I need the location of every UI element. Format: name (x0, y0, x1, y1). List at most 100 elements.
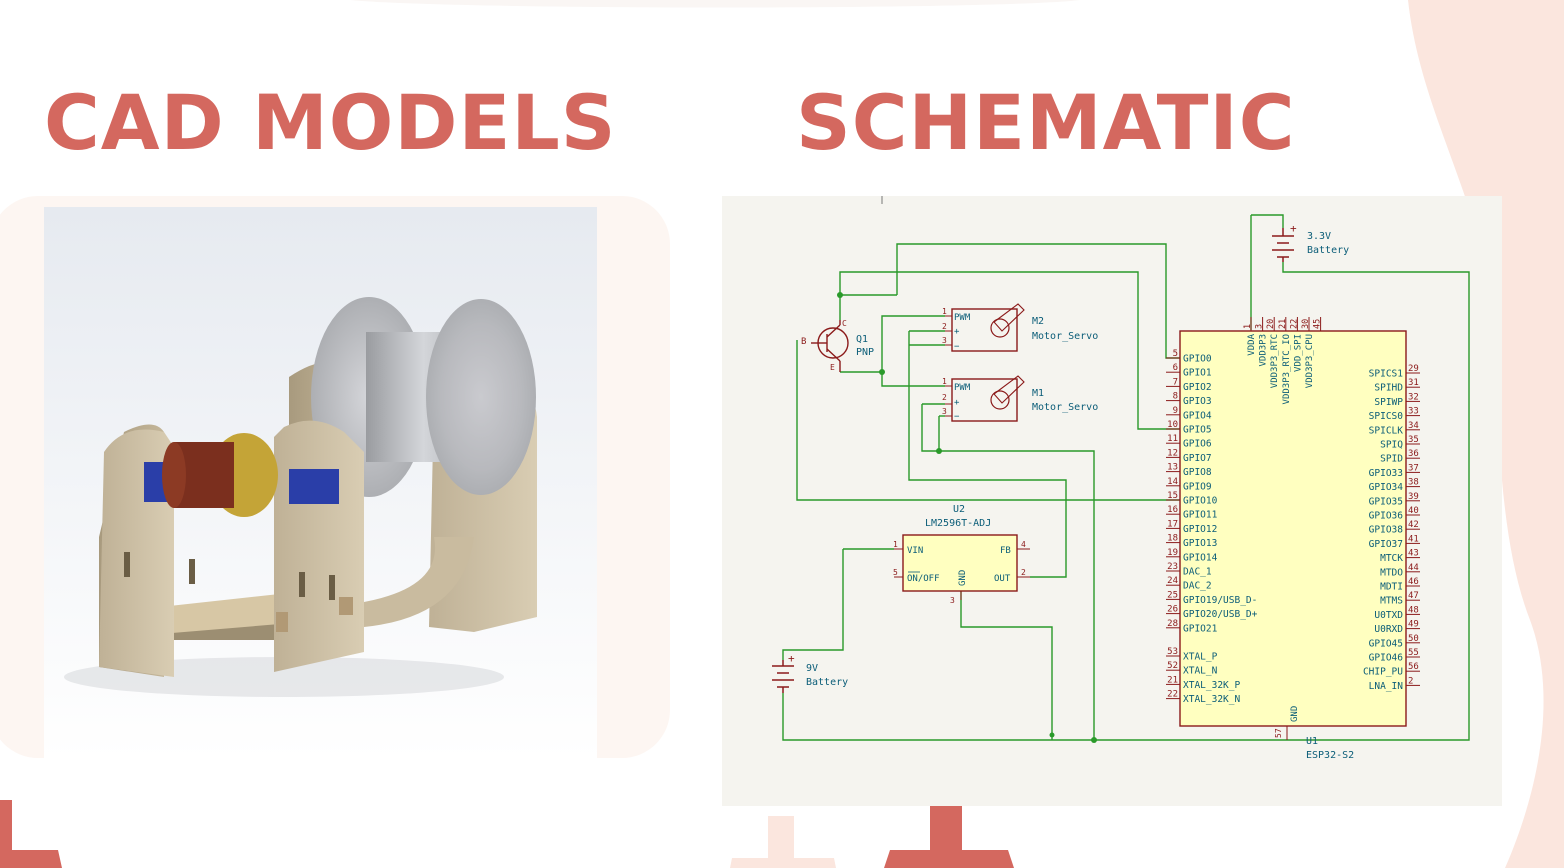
u1-left-pin-name: GPIO20/USB_D+ (1183, 609, 1258, 620)
u1-gnd-pin: 57 (1274, 728, 1283, 738)
m2-pin-pwm: PWM (954, 313, 971, 323)
u1-left-pin-name: GPIO13 (1183, 538, 1217, 549)
m1-pin-minus: − (954, 412, 960, 422)
u1-right-pin-name: CHIP_PU (1363, 667, 1403, 678)
u1-left-pin-name: GPIO3 (1183, 396, 1212, 407)
u1-right-pin-name: SPIQ (1380, 440, 1403, 451)
q1-ref: Q1 (856, 334, 868, 345)
cad-model-image (44, 207, 597, 759)
u1-top-pin-name: VDDA (1247, 333, 1257, 355)
u1-left-pin-number: 24 (1167, 576, 1178, 586)
u1-right-pin-number: 31 (1408, 378, 1419, 388)
m2-pin-3: 3 (942, 336, 947, 345)
u1-right-pin-name: GPIO46 (1369, 653, 1404, 664)
u1-right-pin-number: 37 (1408, 463, 1419, 473)
u1-right-pin-name: GPIO34 (1369, 482, 1404, 493)
u1-right-pin-name: SPIHD (1374, 383, 1403, 394)
u1-left-pin-name: GPIO1 (1183, 368, 1212, 379)
u1-top-pin-name: VDD3P3 (1259, 334, 1269, 367)
u1-right-pin-name: SPIWP (1374, 397, 1403, 408)
u1-left-pin-number: 7 (1173, 377, 1178, 387)
u1-right-pin-number: 39 (1408, 492, 1419, 502)
u2-ref: U2 (953, 504, 965, 515)
u1-right-pin-number: 56 (1408, 662, 1419, 672)
m2-value: Motor_Servo (1032, 331, 1098, 342)
u1-left-pin-number: 16 (1167, 505, 1178, 515)
u1-left-pin-name: GPIO10 (1183, 496, 1218, 507)
m2-pin-minus: − (954, 342, 960, 352)
u1-right-pin-number: 50 (1408, 634, 1419, 644)
u1-left-pin-number: 26 (1167, 605, 1178, 615)
u1-left-pin-name: DAC_2 (1183, 581, 1212, 592)
battery-3v3-label: Battery (1307, 245, 1349, 256)
u1-right-pin-number: 2 (1408, 676, 1413, 686)
u1-left-pin-name: XTAL_N (1183, 666, 1218, 677)
u1-right-pin-number: 42 (1408, 520, 1419, 530)
u1-right-pin-name: SPICS0 (1369, 411, 1404, 422)
u1-left-pin-name: GPIO5 (1183, 425, 1212, 436)
u1-left-pin-number: 25 (1167, 590, 1178, 600)
cad-models-title: CAD MODELS (44, 78, 617, 167)
schematic-title: SCHEMATIC (796, 78, 1296, 167)
battery-3v3-symbol (1272, 228, 1294, 262)
u1-left-pin-name: GPIO4 (1183, 410, 1212, 421)
u1-left-pin-name: GPIO9 (1183, 481, 1212, 492)
u1-top-pin-number: 45 (1313, 319, 1323, 329)
u1-right-pin-number: 48 (1408, 605, 1419, 615)
svg-text:+: + (788, 652, 795, 665)
u1-left-pin-number: 6 (1173, 363, 1178, 373)
u1-left-pin-number: 11 (1167, 434, 1178, 444)
u2-value: LM2596T-ADJ (925, 518, 991, 529)
m1-pin-plus: + (954, 398, 960, 408)
esp32-u1-body (1179, 330, 1407, 727)
u1-right-pin-number: 36 (1408, 449, 1419, 459)
servo-m2-symbol (945, 303, 1025, 352)
u1-left-pin-name: XTAL_P (1183, 652, 1218, 663)
u1-right-pin-name: MTDO (1380, 567, 1403, 578)
u1-left-pin-name: GPIO7 (1183, 453, 1212, 464)
q1-pin-b: B (801, 337, 806, 347)
u1-top-pin-number: 22 (1289, 319, 1299, 329)
u1-right-pin-name: MDTI (1380, 582, 1403, 593)
u1-right-pin-number: 32 (1408, 392, 1419, 402)
u1-left-pin-name: XTAL_32K_P (1183, 680, 1240, 691)
u1-top-pin-name: VDD3P3_RTC_IO (1282, 334, 1292, 404)
u2-pin-gnd: 3 (950, 596, 955, 605)
u1-right-pin-name: U0RXD (1374, 624, 1403, 635)
u1-left-pin-number: 18 (1167, 534, 1178, 544)
u1-right-pin-name: GPIO38 (1369, 525, 1404, 536)
m2-pin-2: 2 (942, 322, 947, 331)
u1-left-pin-number: 9 (1173, 406, 1178, 416)
u1-left-pin-number: 12 (1167, 448, 1178, 458)
u2-pin-out: 2 (1021, 568, 1026, 577)
u1-right-pin-name: GPIO45 (1369, 638, 1403, 649)
u1-right-pin-name: SPICS1 (1369, 369, 1404, 380)
m1-ref: M1 (1032, 388, 1044, 399)
m1-pin-3: 3 (942, 407, 947, 416)
u1-left-pin-name: GPIO8 (1183, 467, 1212, 478)
u1-right-pin-number: 41 (1408, 534, 1419, 544)
u2-out: OUT (994, 574, 1011, 584)
u1-left-pin-name: GPIO12 (1183, 524, 1217, 535)
u1-right-pin-number: 34 (1408, 421, 1419, 431)
battery-9v-label: Battery (806, 677, 848, 688)
u1-right-pin-name: GPIO37 (1369, 539, 1403, 550)
m1-pin-2: 2 (942, 393, 947, 402)
u1-top-pin-name: VDD3P3_CPU (1305, 334, 1315, 388)
u1-right-pin-number: 49 (1408, 620, 1419, 630)
svg-text:+: + (1290, 222, 1297, 235)
u1-left-pin-number: 8 (1173, 392, 1178, 402)
u1-left-pin-name: GPIO0 (1183, 354, 1212, 365)
u2-pin-vin: 1 (893, 540, 898, 549)
q1-pin-e: E (830, 363, 835, 372)
servo-m1-symbol (945, 375, 1025, 422)
u1-left-pin-name: GPIO6 (1183, 439, 1212, 450)
u1-right-pin-number: 29 (1408, 364, 1419, 374)
u1-left-pin-name: GPIO14 (1183, 552, 1218, 563)
u1-right-pin-name: GPIO36 (1369, 511, 1404, 522)
u1-left-pin-number: 52 (1167, 661, 1178, 671)
u2-gnd: GND (958, 570, 968, 586)
u1-left-pin-number: 14 (1167, 477, 1178, 487)
u2-vin: VIN (907, 546, 923, 556)
